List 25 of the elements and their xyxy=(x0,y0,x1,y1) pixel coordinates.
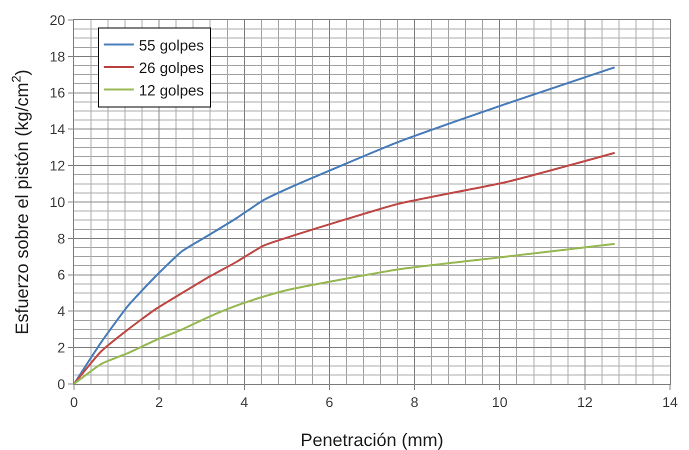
x-axis-title: Penetración (mm) xyxy=(300,430,444,450)
y-tick-label: 2 xyxy=(57,340,66,356)
y-tick-label: 18 xyxy=(50,48,66,64)
y-tick-label: 6 xyxy=(57,266,66,283)
y-tick-label: 14 xyxy=(50,121,66,138)
legend-label: 12 golpes xyxy=(138,82,204,100)
legend-label: 26 golpes xyxy=(138,60,204,77)
legend-label: 55 golpes xyxy=(138,37,204,54)
x-tick-label: 2 xyxy=(155,394,164,410)
x-tick-label: 0 xyxy=(70,394,78,410)
x-tick-label: 14 xyxy=(662,394,678,410)
line-series xyxy=(74,152,616,384)
x-tick-label: 12 xyxy=(577,394,593,410)
x-tick-label: 6 xyxy=(326,394,334,410)
x-tick-label: 8 xyxy=(410,394,419,410)
y-tick-label: 0 xyxy=(57,376,66,392)
y-tick-label: 8 xyxy=(57,230,66,246)
y-tick-label: 12 xyxy=(50,158,66,174)
y-tick-label: 4 xyxy=(57,303,66,320)
y-tick-label: 10 xyxy=(50,194,66,210)
x-tick-label: 4 xyxy=(240,394,248,410)
line-series xyxy=(74,242,616,384)
y-tick-label: 20 xyxy=(50,12,66,28)
y-tick-label: 16 xyxy=(50,84,66,101)
x-tick-label: 10 xyxy=(492,394,508,410)
